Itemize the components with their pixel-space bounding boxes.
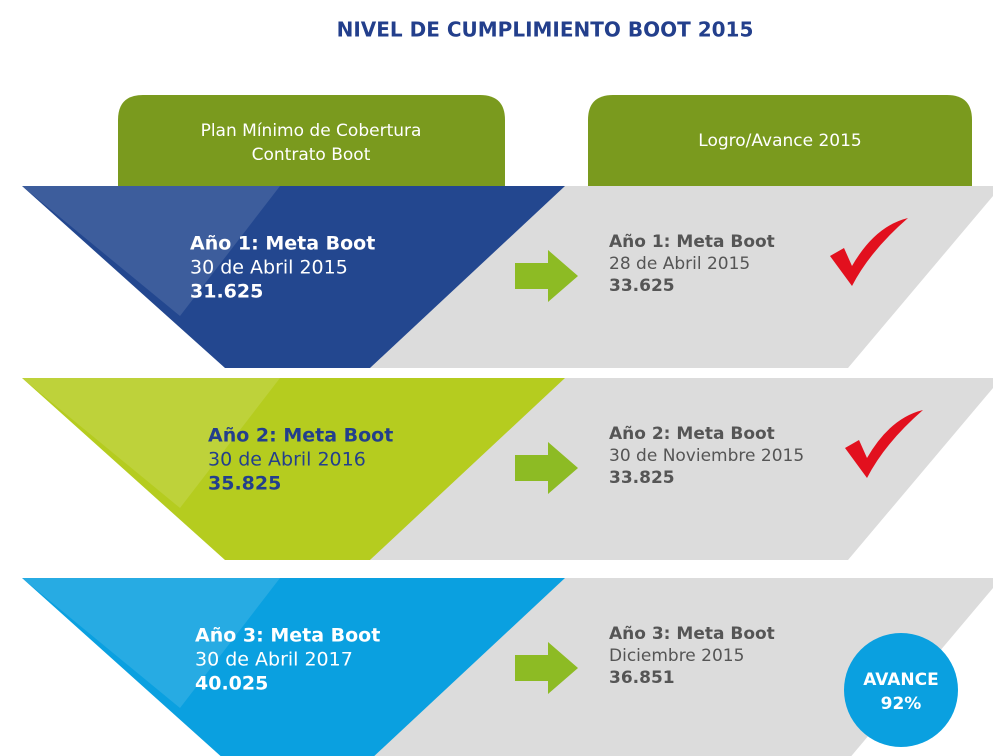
checkmark: [845, 410, 923, 478]
arrow: [515, 442, 578, 494]
goal-shape: [22, 378, 565, 560]
badge: [844, 633, 958, 747]
shine: [22, 578, 280, 708]
achieved-date: Diciembre 2015: [609, 646, 744, 666]
shine: [22, 378, 280, 508]
header-tab: [118, 95, 505, 186]
goal-value: 35.825: [208, 473, 281, 495]
gray-band: [370, 378, 993, 560]
achieved-label: Año 3: Meta Boot: [609, 624, 775, 644]
goal-shape: [22, 578, 565, 756]
achieved-label: Año 1: Meta Boot: [609, 232, 775, 252]
arrow: [515, 250, 578, 302]
goal-date: 30 de Abril 2017: [195, 649, 353, 671]
badge-text: AVANCE: [863, 670, 938, 690]
header-text: Logro/Avance 2015: [698, 131, 861, 151]
header-text: Contrato Boot: [252, 145, 371, 165]
goal-value: 40.025: [195, 673, 268, 695]
header-tab: [588, 95, 972, 186]
achieved-value: 33.825: [609, 468, 675, 488]
header-text: Plan Mínimo de Cobertura: [201, 121, 422, 141]
goal-shape: [22, 186, 565, 368]
achieved-date: 30 de Noviembre 2015: [609, 446, 804, 466]
achieved-value: 36.851: [609, 668, 675, 688]
goal-label: Año 2: Meta Boot: [208, 425, 393, 447]
goal-date: 30 de Abril 2015: [190, 257, 348, 279]
title: NIVEL DE CUMPLIMIENTO BOOT 2015: [337, 18, 754, 42]
goal-value: 31.625: [190, 281, 263, 303]
badge-text: 92%: [881, 694, 922, 714]
goal-date: 30 de Abril 2016: [208, 449, 366, 471]
goal-label: Año 3: Meta Boot: [195, 625, 380, 647]
shine: [22, 186, 280, 316]
achieved-date: 28 de Abril 2015: [609, 254, 750, 274]
checkmark: [830, 218, 908, 286]
gray-band: [370, 186, 993, 368]
gray-band: [373, 578, 993, 756]
achieved-value: 33.625: [609, 276, 675, 296]
arrow: [515, 642, 578, 694]
goal-label: Año 1: Meta Boot: [190, 233, 375, 255]
achieved-label: Año 2: Meta Boot: [609, 424, 775, 444]
